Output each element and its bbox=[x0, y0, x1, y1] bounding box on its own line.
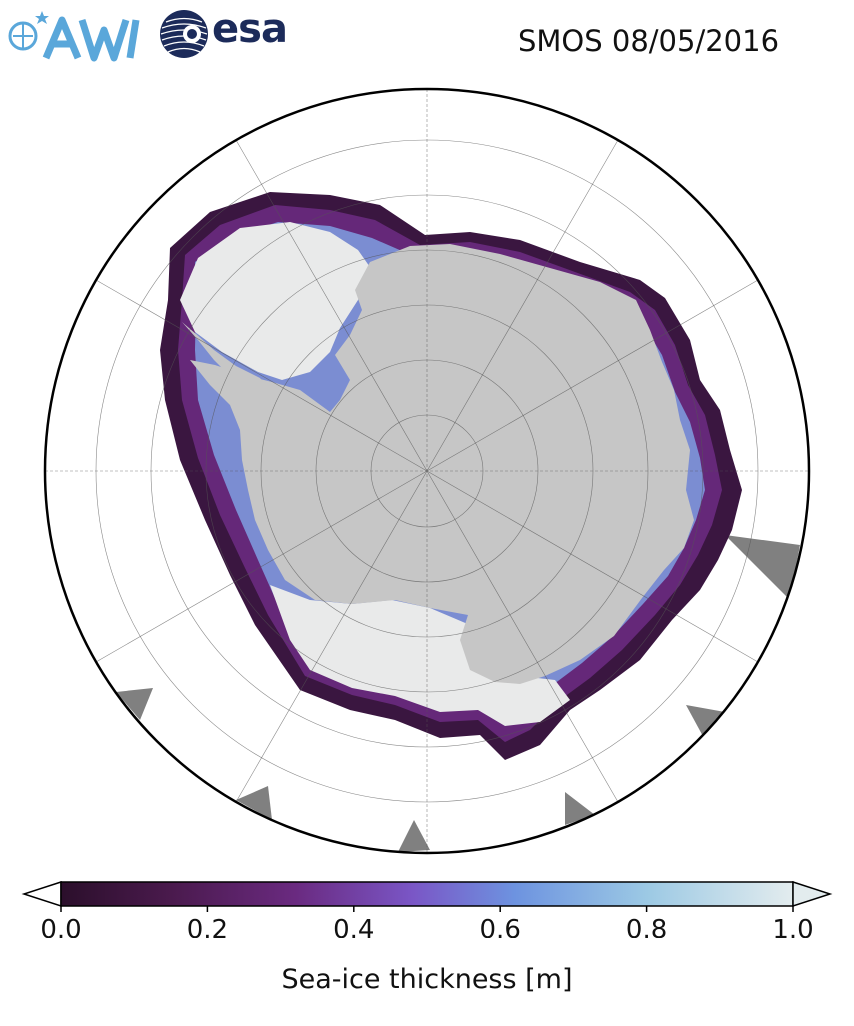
esa-logo-text: esa bbox=[212, 6, 288, 52]
longitude-gridlines-diagonal bbox=[95, 139, 759, 803]
awi-logo bbox=[8, 11, 140, 62]
colorbar-gradient bbox=[60, 881, 794, 907]
colorbar-ticks: 0.0 0.2 0.4 0.6 0.8 1.0 bbox=[40, 906, 814, 938]
awi-star-icon bbox=[35, 11, 49, 24]
colorbar-tick-label: 0.2 bbox=[187, 915, 228, 938]
colorbar-label: Sea-ice thickness [m] bbox=[281, 964, 573, 995]
colorbar-extend-max bbox=[792, 880, 833, 908]
esa-globe-icon bbox=[160, 10, 208, 58]
antarctic-sea-ice-map bbox=[43, 87, 811, 855]
colorbar-extend-min bbox=[21, 880, 62, 908]
antarctica-land bbox=[190, 244, 694, 684]
ross-sea-thick-ice bbox=[270, 585, 570, 726]
colorbar-tick-label: 0.8 bbox=[626, 915, 667, 938]
colorbar-tick-label: 0.4 bbox=[333, 915, 374, 938]
map-boundary bbox=[43, 87, 811, 855]
antarctic-peninsula bbox=[182, 322, 270, 390]
header: esa SMOS 08/05/2016 bbox=[0, 0, 854, 80]
colorbar-tick-label: 0.6 bbox=[480, 915, 521, 938]
colorbar-tick-label: 0.0 bbox=[40, 915, 81, 938]
colorbar: 0.0 0.2 0.4 0.6 0.8 1.0 bbox=[21, 880, 833, 938]
colorbar-tick-label: 1.0 bbox=[772, 915, 813, 938]
map-title: SMOS 08/05/2016 bbox=[518, 24, 780, 58]
